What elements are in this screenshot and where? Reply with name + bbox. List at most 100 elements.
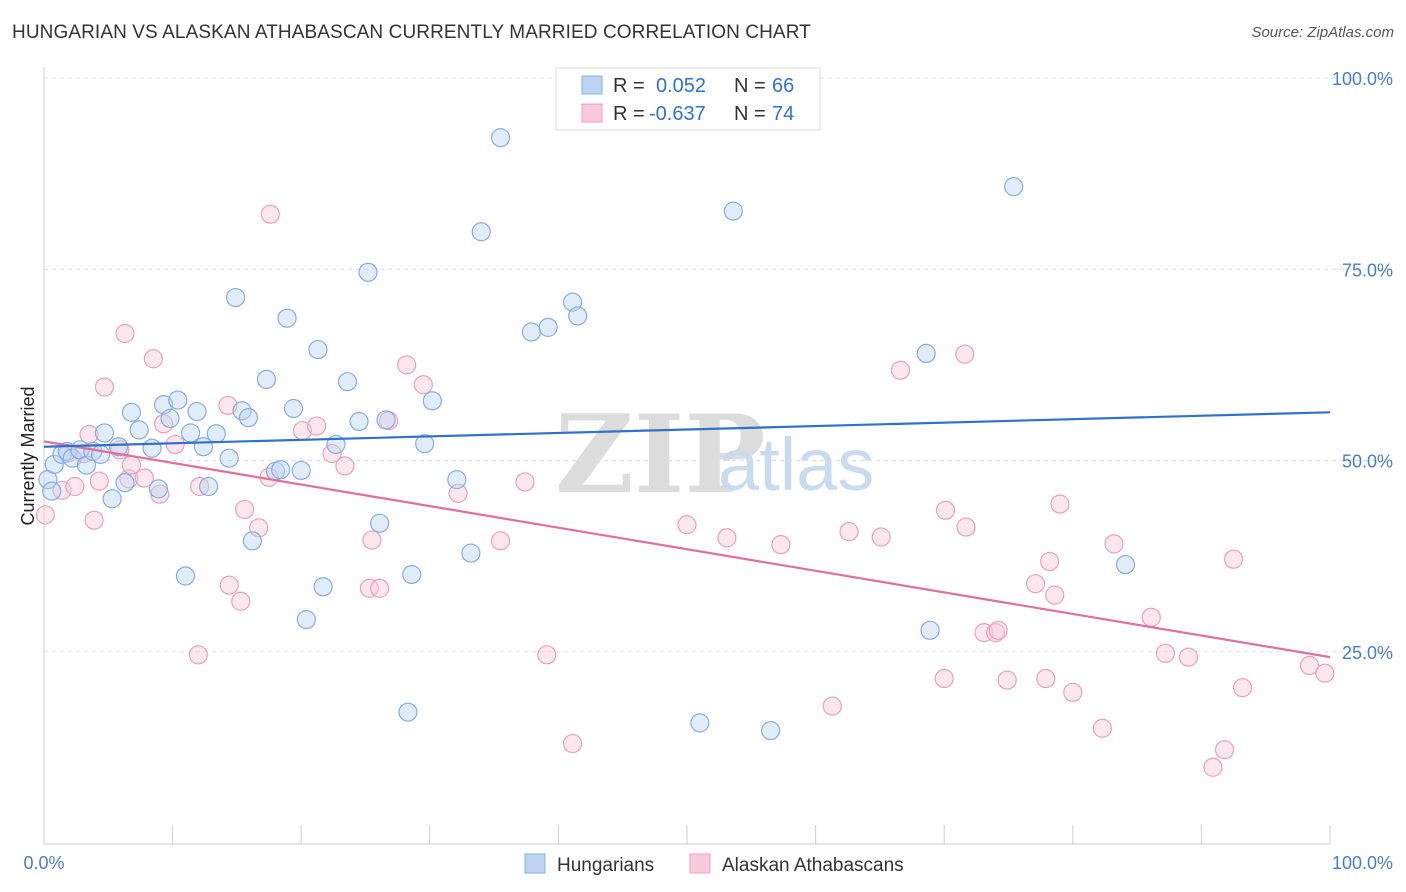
data-point	[94, 423, 115, 443]
data-point	[94, 377, 115, 397]
data-point	[148, 479, 169, 499]
data-point	[168, 390, 188, 410]
watermark-atlas: atlas	[718, 423, 874, 506]
legend-n-label-2: N =	[734, 103, 766, 125]
data-point	[934, 668, 954, 689]
data-point	[916, 343, 936, 363]
y-tick-label: 25.0%	[1342, 643, 1393, 663]
data-point	[44, 454, 64, 474]
data-point	[1299, 655, 1320, 676]
data-point	[226, 287, 246, 308]
data-point	[515, 472, 535, 492]
data-point	[84, 510, 104, 530]
bottom-legend-swatch-alaskan	[689, 853, 711, 874]
legend-n-value-1: 66	[772, 75, 794, 97]
data-point	[1063, 682, 1083, 702]
data-point	[537, 645, 557, 665]
data-point	[1178, 647, 1199, 667]
y-axis-label: Currently Married	[18, 386, 38, 525]
data-point	[521, 322, 541, 342]
data-point	[206, 424, 226, 444]
data-point	[218, 395, 238, 416]
data-point	[422, 391, 442, 411]
data-point	[1092, 718, 1112, 738]
data-point	[447, 470, 467, 490]
correlation-legend: R = 0.052 N = 66 R = -0.637 N = 74	[555, 67, 821, 131]
legend-r-value-2: -0.637	[649, 103, 706, 125]
data-point	[956, 517, 976, 537]
data-point	[955, 344, 975, 364]
legend-swatch-alaskan	[581, 103, 603, 123]
data-point	[1045, 585, 1065, 605]
bottom-legend-alaskan: Alaskan Athabascans	[722, 855, 904, 876]
hungarian-points	[38, 128, 1136, 741]
data-point	[1203, 757, 1223, 777]
data-point	[538, 317, 558, 337]
data-point	[52, 480, 72, 500]
data-point	[677, 515, 697, 535]
data-point	[153, 414, 174, 434]
data-point	[568, 306, 588, 326]
data-point	[1115, 554, 1136, 575]
data-point	[35, 505, 55, 525]
data-point	[58, 443, 79, 463]
data-point	[1050, 494, 1070, 514]
data-point	[308, 339, 328, 360]
data-point	[760, 720, 781, 741]
x-ticks	[43, 825, 1331, 844]
data-point	[238, 408, 259, 428]
y-tick-label: 100.0%	[1332, 69, 1393, 89]
data-point	[296, 610, 316, 630]
data-point	[358, 262, 378, 282]
data-point	[1004, 177, 1024, 197]
data-point	[175, 566, 196, 586]
data-point	[115, 323, 135, 344]
source-label: Source: ZipAtlas.com	[1251, 24, 1394, 41]
data-point	[471, 222, 491, 242]
data-point	[1141, 607, 1161, 627]
trendline-hungarians	[43, 411, 1331, 448]
chart-title: HUNGARIAN VS ALASKAN ATHABASCAN CURRENTL…	[12, 22, 811, 43]
data-point	[920, 620, 940, 640]
data-point	[181, 423, 201, 443]
data-point	[277, 308, 297, 328]
data-point	[1214, 740, 1235, 760]
data-point	[337, 372, 358, 392]
data-point	[362, 530, 382, 550]
x-tick-label-max: 100.0%	[1332, 853, 1393, 873]
legend-swatch-hungarians	[581, 75, 603, 95]
data-point	[690, 713, 710, 733]
data-point	[376, 410, 396, 430]
data-point	[335, 456, 355, 476]
data-point	[108, 437, 129, 457]
data-point	[1104, 534, 1124, 554]
data-point	[219, 448, 239, 468]
data-point	[349, 411, 369, 432]
data-point	[822, 696, 842, 716]
data-point	[771, 535, 791, 555]
data-point	[839, 522, 859, 542]
data-point	[871, 527, 891, 547]
data-point	[256, 369, 277, 390]
data-point	[986, 623, 1006, 643]
data-point	[413, 375, 433, 395]
legend-r-value-1: 0.052	[656, 75, 706, 97]
data-point	[988, 620, 1008, 640]
data-point	[188, 645, 208, 665]
data-point	[490, 531, 511, 551]
bottom-legend-hungarians: Hungarians	[557, 855, 654, 876]
data-point	[313, 577, 333, 597]
data-point	[283, 398, 304, 419]
data-point	[359, 578, 379, 598]
gridlines	[44, 77, 1393, 653]
data-point	[143, 349, 163, 369]
y-tick-labels: 25.0% 50.0% 75.0% 100.0%	[1332, 69, 1393, 663]
data-point	[89, 471, 109, 491]
data-point	[370, 578, 390, 598]
data-point	[890, 360, 911, 380]
data-point	[397, 355, 417, 375]
data-point	[115, 473, 135, 493]
data-point	[129, 420, 149, 440]
data-point	[461, 543, 481, 563]
data-point	[370, 513, 390, 533]
